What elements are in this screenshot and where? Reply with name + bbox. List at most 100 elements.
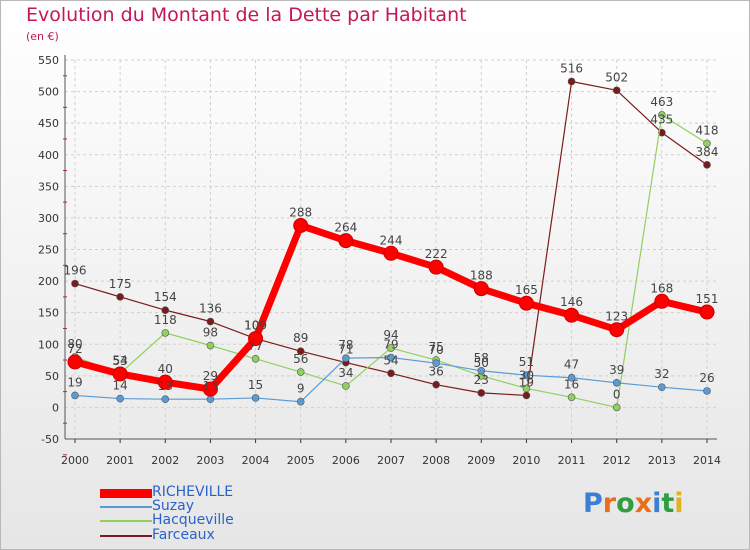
data-point bbox=[567, 393, 576, 402]
data-label: 463 bbox=[650, 95, 673, 109]
data-label: 0 bbox=[613, 387, 621, 401]
data-label: 146 bbox=[560, 295, 583, 309]
x-tick-label: 2007 bbox=[377, 454, 405, 467]
data-label: 13 bbox=[203, 379, 218, 393]
data-label: 19 bbox=[67, 375, 82, 389]
logo-letter: r bbox=[602, 488, 617, 519]
data-label: 32 bbox=[654, 367, 669, 381]
data-point bbox=[432, 359, 440, 368]
data-point bbox=[161, 306, 170, 314]
data-point bbox=[296, 347, 305, 355]
data-point bbox=[612, 86, 621, 95]
data-label: 222 bbox=[425, 247, 448, 261]
data-point bbox=[473, 281, 489, 297]
logo-letter: P bbox=[583, 488, 603, 519]
x-tick-label: 2009 bbox=[467, 454, 495, 467]
data-point bbox=[522, 371, 531, 380]
data-point bbox=[387, 353, 395, 362]
data-label: 36 bbox=[429, 365, 444, 379]
y-tick-label: 0 bbox=[52, 401, 59, 414]
data-label: 54 bbox=[383, 353, 398, 367]
data-label: 151 bbox=[696, 292, 719, 306]
logo-letter: t bbox=[661, 488, 675, 519]
data-label: 188 bbox=[470, 269, 493, 283]
data-point bbox=[654, 293, 670, 309]
data-label: 14 bbox=[113, 379, 128, 393]
x-tick-label: 2003 bbox=[196, 454, 224, 467]
data-label: 435 bbox=[650, 113, 673, 127]
data-point bbox=[658, 128, 666, 137]
y-tick-label: 350 bbox=[38, 180, 59, 193]
data-point bbox=[338, 233, 354, 249]
data-point bbox=[612, 403, 621, 412]
data-label: 165 bbox=[515, 283, 538, 297]
data-point bbox=[71, 279, 79, 288]
data-point bbox=[477, 366, 486, 375]
data-label: 264 bbox=[334, 221, 357, 235]
data-point bbox=[251, 394, 260, 402]
data-point bbox=[248, 331, 264, 347]
legend-label: Farceaux bbox=[152, 527, 215, 543]
data-point bbox=[206, 341, 215, 350]
data-point bbox=[703, 387, 711, 395]
data-label: 244 bbox=[380, 233, 403, 247]
data-point bbox=[67, 354, 83, 370]
data-point bbox=[658, 111, 666, 119]
data-label: 58 bbox=[474, 351, 489, 365]
data-label: 118 bbox=[154, 313, 177, 327]
data-point bbox=[157, 374, 173, 390]
y-tick-label: 250 bbox=[38, 244, 59, 257]
data-point bbox=[161, 395, 170, 404]
legend-label: Suzay bbox=[152, 498, 194, 514]
data-label: 78 bbox=[338, 338, 353, 352]
y-tick-label: 50 bbox=[45, 370, 59, 383]
x-tick-label: 2012 bbox=[603, 454, 631, 467]
data-label: 15 bbox=[248, 378, 263, 392]
data-label: 109 bbox=[244, 319, 267, 333]
data-point bbox=[202, 381, 218, 397]
data-label: 39 bbox=[609, 363, 624, 377]
x-tick-label: 2002 bbox=[151, 454, 179, 467]
data-label: 89 bbox=[293, 331, 308, 345]
data-label: 70 bbox=[429, 343, 444, 357]
data-label: 71 bbox=[338, 343, 353, 357]
x-tick-label: 2011 bbox=[558, 454, 586, 467]
chart-title: Evolution du Montant de la Dette par Hab… bbox=[26, 4, 467, 26]
legend-label: RICHEVILLE bbox=[152, 484, 234, 500]
y-tick-label: 400 bbox=[38, 149, 59, 162]
data-point bbox=[387, 344, 395, 352]
legend-label: Hacqueville bbox=[152, 512, 234, 528]
data-label: 418 bbox=[696, 123, 719, 137]
x-tick-label: 2006 bbox=[332, 454, 360, 467]
y-tick-label: 500 bbox=[38, 86, 59, 99]
data-label: 123 bbox=[605, 310, 628, 324]
data-label: 56 bbox=[293, 352, 308, 366]
chart-subtitle: (en €) bbox=[26, 30, 59, 43]
data-label: 72 bbox=[67, 342, 82, 356]
data-label: 77 bbox=[248, 339, 263, 353]
data-point bbox=[428, 259, 444, 275]
legend-swatch bbox=[100, 506, 152, 508]
logo-letter: i bbox=[652, 488, 662, 519]
data-label: 516 bbox=[560, 61, 583, 75]
y-tick-label: 150 bbox=[38, 307, 59, 320]
data-point bbox=[251, 354, 260, 363]
data-label: 53 bbox=[113, 354, 128, 368]
data-label: 19 bbox=[519, 375, 534, 389]
data-label: 26 bbox=[699, 371, 714, 385]
data-label: 75 bbox=[429, 340, 444, 354]
data-label: 384 bbox=[696, 145, 719, 159]
data-point bbox=[71, 391, 79, 400]
data-label: 502 bbox=[605, 70, 628, 84]
data-point bbox=[342, 354, 350, 362]
data-label: 51 bbox=[519, 355, 534, 369]
y-tick-label: 450 bbox=[38, 117, 59, 130]
data-label: 30 bbox=[519, 368, 534, 382]
data-label: 50 bbox=[474, 356, 489, 370]
data-point bbox=[699, 304, 715, 320]
data-point bbox=[658, 383, 666, 392]
x-tick-label: 2004 bbox=[242, 454, 270, 467]
data-point bbox=[293, 217, 309, 233]
data-point bbox=[703, 139, 711, 148]
